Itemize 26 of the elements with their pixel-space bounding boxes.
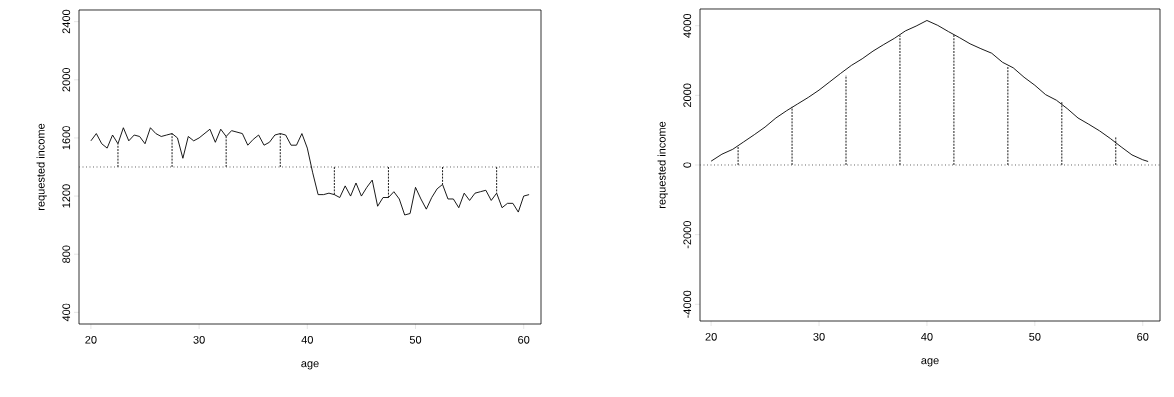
y-tick-label: 2000 [683, 83, 692, 108]
y-tick-label: 2400 [62, 9, 71, 34]
x-tick-label: 30 [193, 335, 205, 344]
x-tick-label: 60 [518, 335, 530, 344]
y-tick-label: 1600 [62, 126, 71, 150]
x-tick-label: 50 [409, 335, 422, 344]
y-tick-label: 400 [62, 303, 71, 322]
x-tick-label: 20 [85, 335, 97, 344]
y-axis-title: requested income [36, 123, 47, 210]
x-axis-title: age [301, 361, 319, 370]
y-axis-title: requested income [657, 121, 668, 208]
x-tick-label: 50 [1029, 332, 1041, 341]
x-tick-label: 40 [301, 335, 313, 344]
x-tick-label: 40 [921, 332, 933, 341]
y-tick-label: -4000 [683, 290, 692, 318]
y-tick-label: 1200 [62, 184, 71, 208]
y-tick-label: 0 [683, 162, 692, 168]
x-tick-label: 60 [1137, 332, 1149, 341]
x-axis-title: age [921, 358, 939, 367]
y-tick-label: 4000 [683, 13, 692, 38]
y-tick-label: -2000 [683, 221, 692, 249]
y-tick-label: 2000 [62, 67, 71, 92]
x-tick-label: 20 [705, 332, 717, 341]
y-tick-label: 800 [62, 245, 71, 263]
line-series [710, 20, 1149, 162]
x-tick-label: 30 [813, 332, 825, 341]
